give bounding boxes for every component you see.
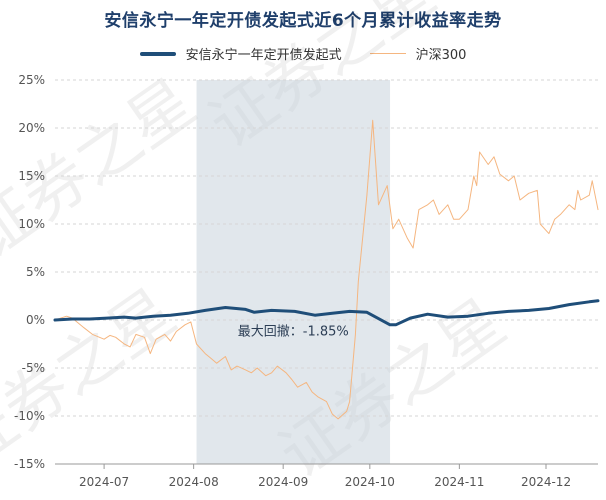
legend-swatch-fund [139, 51, 176, 56]
y-tick-label: -15% [14, 457, 45, 471]
x-tick-label: 2024-10 [345, 475, 395, 489]
x-tick-label: 2024-12 [521, 475, 571, 489]
watermark-text: 证券之星 [0, 276, 189, 483]
series-line-index [54, 119, 599, 420]
drawdown-label: 最大回撤：-1.85% [238, 323, 349, 339]
legend-item-index[interactable]: 沪深300 [369, 44, 467, 63]
legend-label-index: 沪深300 [415, 48, 467, 63]
x-tick-label: 2024-11 [434, 475, 484, 489]
y-tick-label: -5% [22, 361, 45, 375]
legend-label-fund: 安信永宁一年定开债发起式 [185, 48, 342, 63]
legend: 安信永宁一年定开债发起式 沪深300 [0, 44, 606, 63]
series-fund [53, 299, 600, 327]
y-tick-label: 0% [26, 313, 45, 327]
legend-swatch-index [369, 53, 406, 54]
chart-title: 安信永宁一年定开债发起式近6个月累计收益率走势 [104, 11, 502, 31]
series-index [54, 119, 599, 420]
y-tick-label: 15% [18, 169, 45, 183]
legend-item-fund[interactable]: 安信永宁一年定开债发起式 [139, 44, 342, 63]
x-tick-label: 2024-09 [258, 475, 308, 489]
y-tick-label: -10% [14, 409, 45, 423]
y-tick-label: 25% [18, 73, 45, 87]
series-line-fund [53, 299, 600, 327]
y-tick-label: 20% [18, 121, 45, 135]
y-tick-label: 10% [18, 217, 45, 231]
x-tick-label: 2024-07 [79, 475, 129, 489]
y-tick-label: 5% [26, 265, 45, 279]
x-tick-label: 2024-08 [169, 475, 219, 489]
